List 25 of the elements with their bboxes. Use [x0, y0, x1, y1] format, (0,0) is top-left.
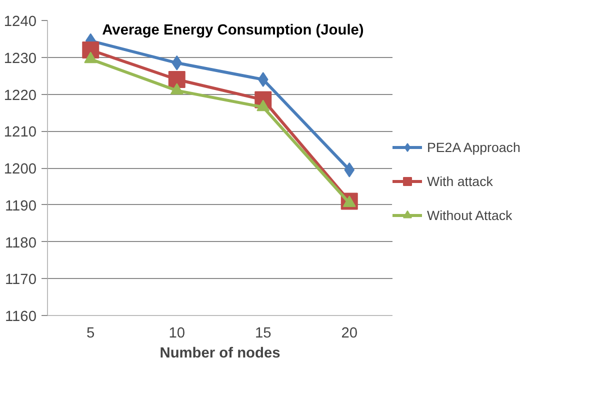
chart-title: Average Energy Consumption (Joule) — [102, 22, 364, 38]
legend-label: PE2A Approach — [427, 140, 520, 154]
x-tick-label: 20 — [341, 326, 358, 342]
y-tick-label: 1230 — [4, 50, 37, 67]
point — [84, 52, 98, 64]
x-tick-label: 5 — [86, 326, 95, 342]
x-axis-title: Number of nodes — [160, 346, 280, 362]
point — [172, 55, 182, 70]
y-tick-label: 1170 — [4, 272, 37, 288]
y-tick-label: 1210 — [4, 124, 37, 141]
y-tick-label: 1220 — [4, 88, 37, 104]
y-tick-label: 1200 — [4, 162, 37, 178]
y-tick-label: 1160 — [4, 309, 37, 325]
x-tick-label: 15 — [254, 326, 272, 342]
legend-label: Without Attack — [427, 208, 512, 222]
point — [344, 162, 355, 178]
legend-label: With attack — [427, 174, 493, 188]
x-tick-label: 10 — [168, 326, 186, 342]
point — [82, 42, 100, 58]
point — [168, 71, 186, 88]
y-tick-label: 1190 — [4, 198, 37, 214]
y-tick-label: 1180 — [4, 235, 37, 252]
point — [258, 72, 268, 87]
y-tick-label: 1240 — [4, 14, 37, 30]
point — [170, 83, 184, 95]
